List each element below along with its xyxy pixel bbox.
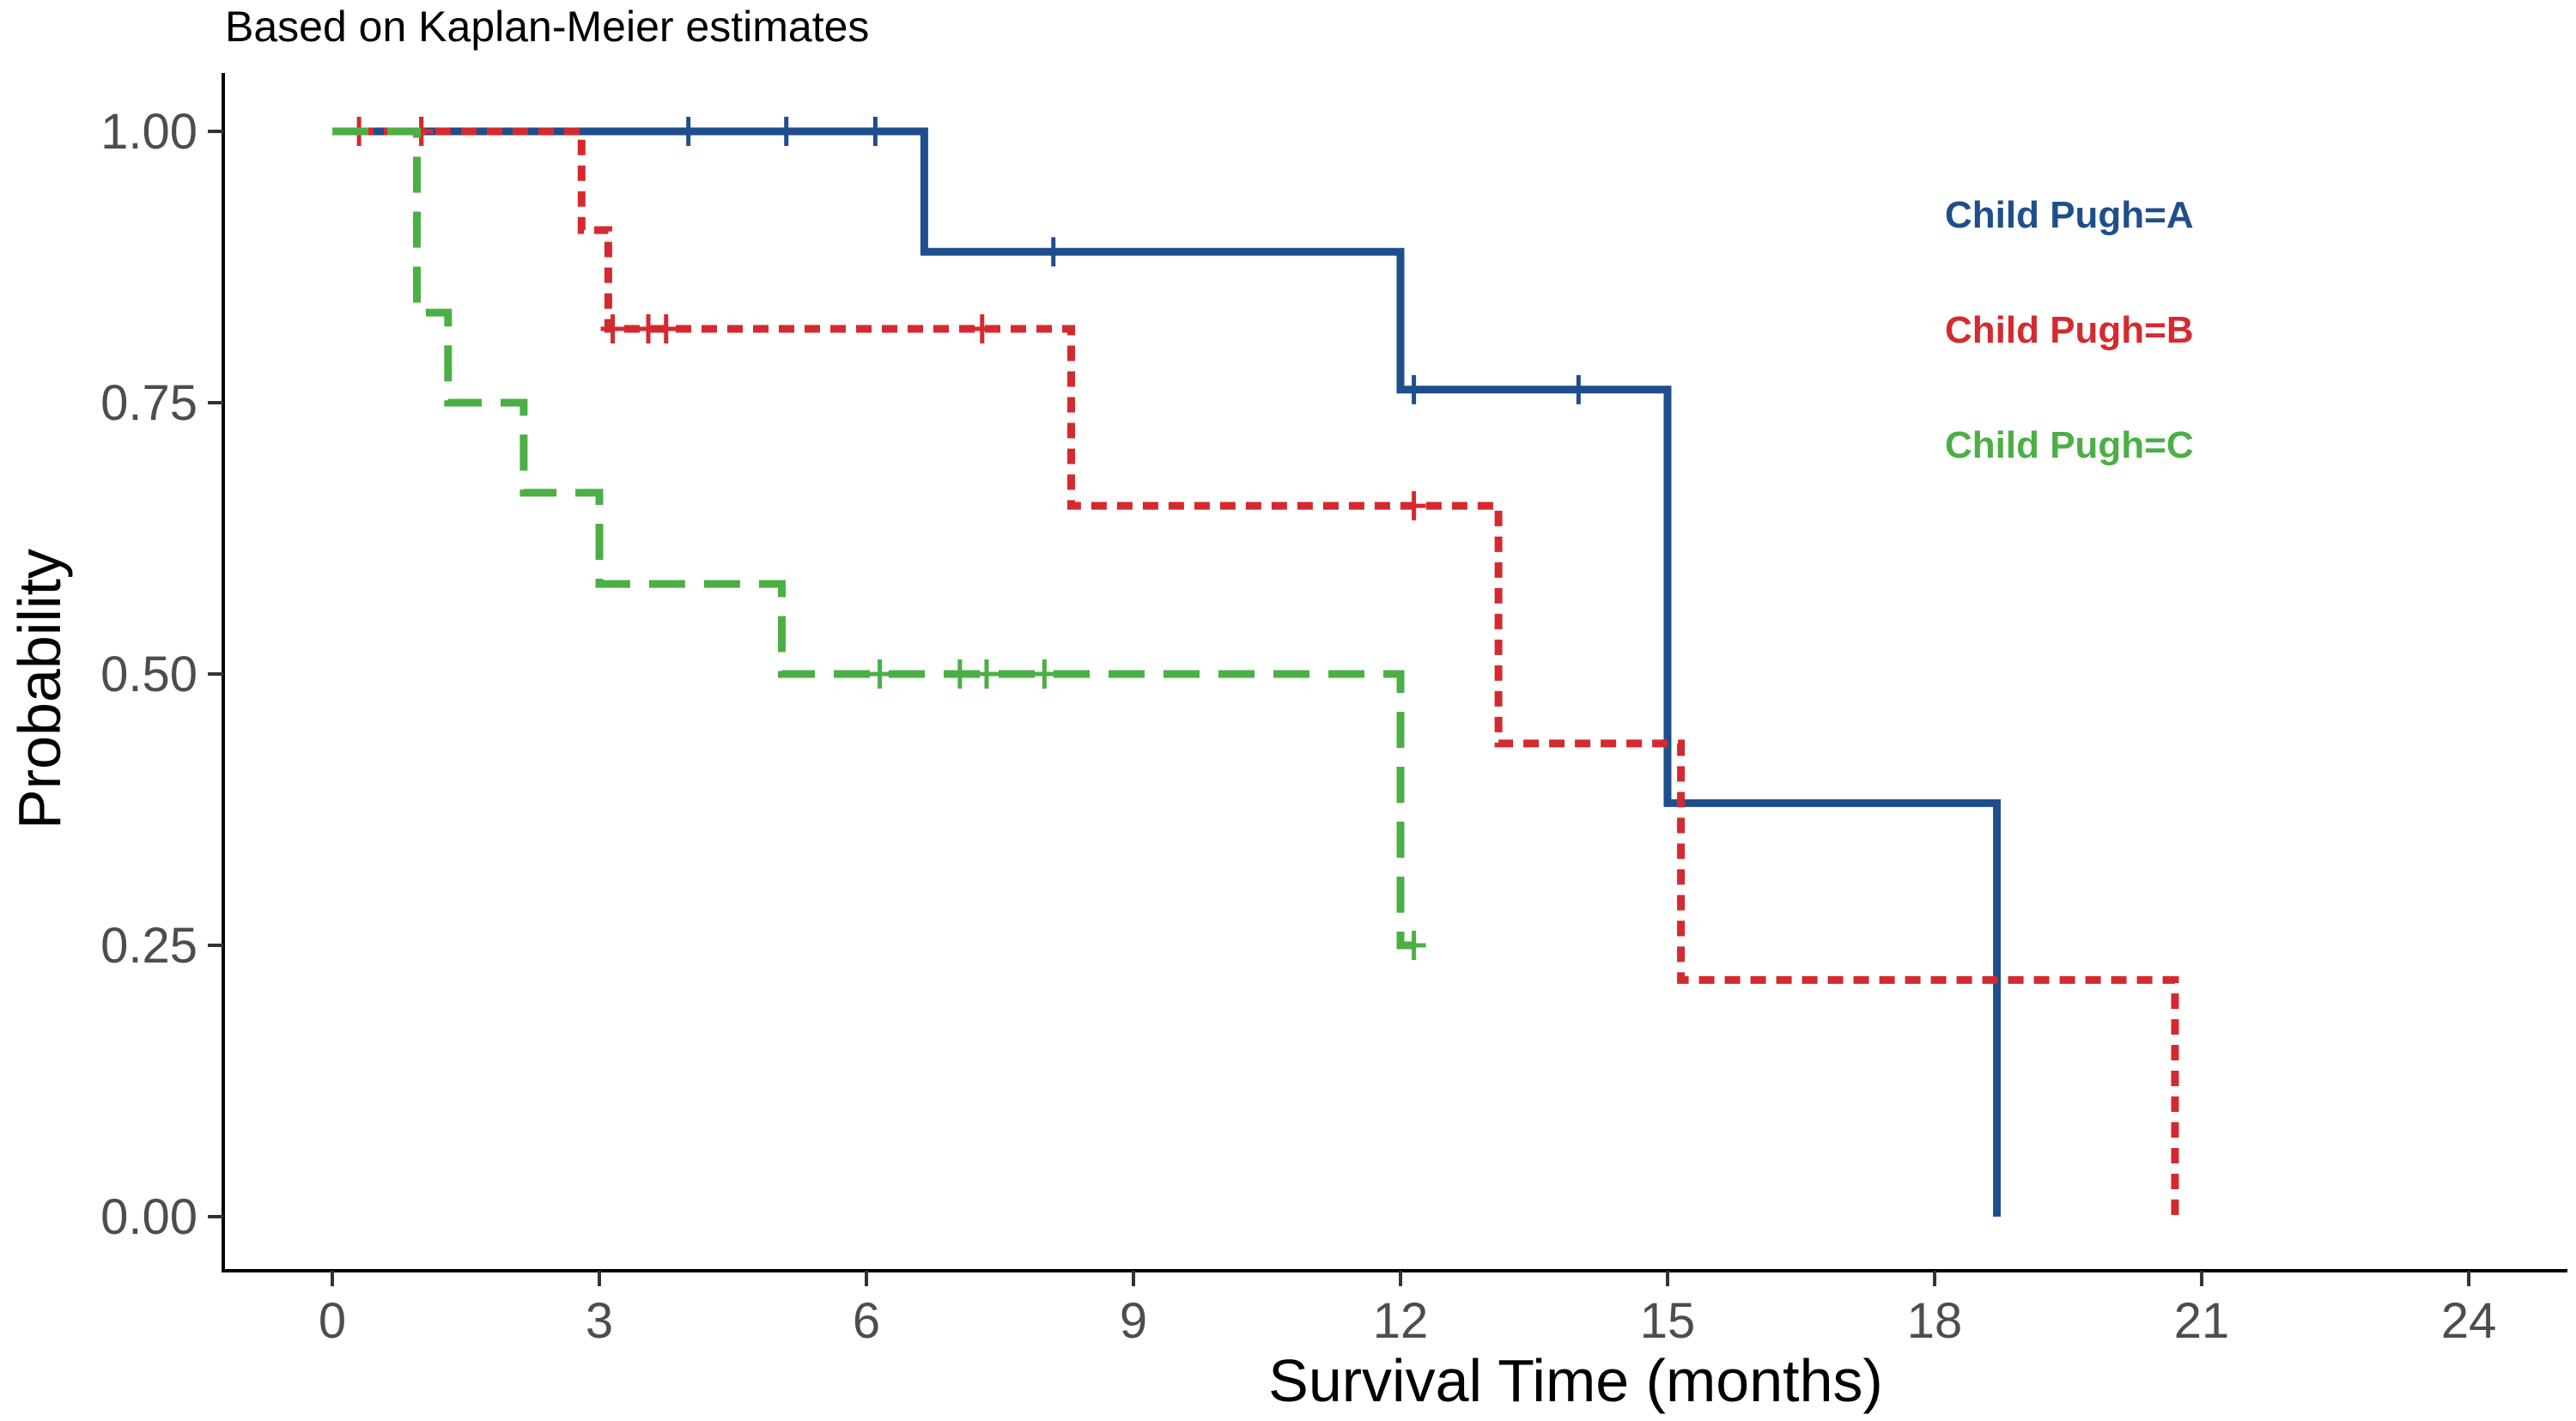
x-tick-label: 18 — [1907, 1293, 1963, 1349]
series-line-3 — [332, 127, 1414, 950]
y-tick-label: 0.75 — [100, 375, 197, 431]
x-tick-label: 6 — [853, 1293, 880, 1349]
legend-item-1: Child Pugh=A — [1945, 194, 2194, 236]
y-tick-label: 0.00 — [100, 1189, 197, 1245]
x-axis-title: Survival Time (months) — [1268, 1347, 1883, 1414]
series-1-group — [332, 117, 2002, 1217]
x-tick-label: 0 — [319, 1293, 346, 1349]
y-axis-title: Probability — [6, 549, 73, 829]
legend-item-2: Child Pugh=B — [1945, 309, 2194, 351]
x-tick-label: 24 — [2441, 1293, 2497, 1349]
x-tick-label: 9 — [1120, 1293, 1147, 1349]
series-layer — [332, 117, 2179, 1217]
chart-subtitle: Based on Kaplan-Meier estimates — [225, 3, 869, 51]
legend: Child Pugh=A Child Pugh=B Child Pugh=C — [1945, 194, 2194, 466]
series-2-group — [332, 117, 2179, 1217]
y-tick-label: 1.00 — [100, 104, 197, 160]
y-tick-label: 0.25 — [100, 918, 197, 974]
legend-item-3: Child Pugh=C — [1945, 424, 2194, 466]
x-tick-label: 21 — [2174, 1293, 2230, 1349]
series-line-2 — [332, 127, 2179, 1217]
x-tick-label: 15 — [1640, 1293, 1696, 1349]
x-tick-label: 3 — [586, 1293, 613, 1349]
x-tick-label: 12 — [1373, 1293, 1429, 1349]
axes-group: 0 3 6 9 12 15 18 21 24 0.00 0.25 0.50 0.75 1.00 — [100, 73, 2567, 1349]
series-3-group — [332, 127, 1426, 960]
y-tick-label: 0.50 — [100, 647, 197, 702]
series-line-1 — [332, 127, 2002, 1217]
